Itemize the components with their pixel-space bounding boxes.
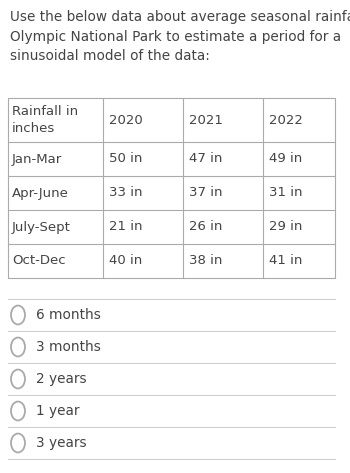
Text: 40 in: 40 in: [109, 254, 142, 268]
Text: 2020: 2020: [109, 114, 143, 126]
Text: 1 year: 1 year: [36, 404, 79, 418]
Text: 49 in: 49 in: [269, 152, 302, 166]
Text: 33 in: 33 in: [109, 186, 142, 200]
Text: Oct-Dec: Oct-Dec: [12, 254, 66, 268]
Text: Rainfall in
inches: Rainfall in inches: [12, 105, 78, 135]
Ellipse shape: [11, 369, 25, 388]
Text: 26 in: 26 in: [189, 220, 222, 234]
Text: 37 in: 37 in: [189, 186, 223, 200]
Ellipse shape: [11, 306, 25, 324]
Text: Jan-Mar: Jan-Mar: [12, 152, 62, 166]
Text: 6 months: 6 months: [36, 308, 101, 322]
Text: 2 years: 2 years: [36, 372, 87, 386]
Text: 21 in: 21 in: [109, 220, 142, 234]
Text: 29 in: 29 in: [269, 220, 302, 234]
Text: 38 in: 38 in: [189, 254, 222, 268]
Ellipse shape: [11, 402, 25, 420]
Text: 31 in: 31 in: [269, 186, 302, 200]
Text: 47 in: 47 in: [189, 152, 222, 166]
Text: 50 in: 50 in: [109, 152, 142, 166]
Text: 2022: 2022: [269, 114, 303, 126]
Text: Use the below data about average seasonal rainfall in
Olympic National Park to e: Use the below data about average seasona…: [10, 10, 350, 63]
Ellipse shape: [11, 434, 25, 453]
Text: 3 years: 3 years: [36, 436, 87, 450]
Text: 2021: 2021: [189, 114, 223, 126]
Text: July-Sept: July-Sept: [12, 220, 71, 234]
Text: Apr-June: Apr-June: [12, 186, 69, 200]
Ellipse shape: [11, 338, 25, 357]
Text: 41 in: 41 in: [269, 254, 302, 268]
Text: 3 months: 3 months: [36, 340, 101, 354]
